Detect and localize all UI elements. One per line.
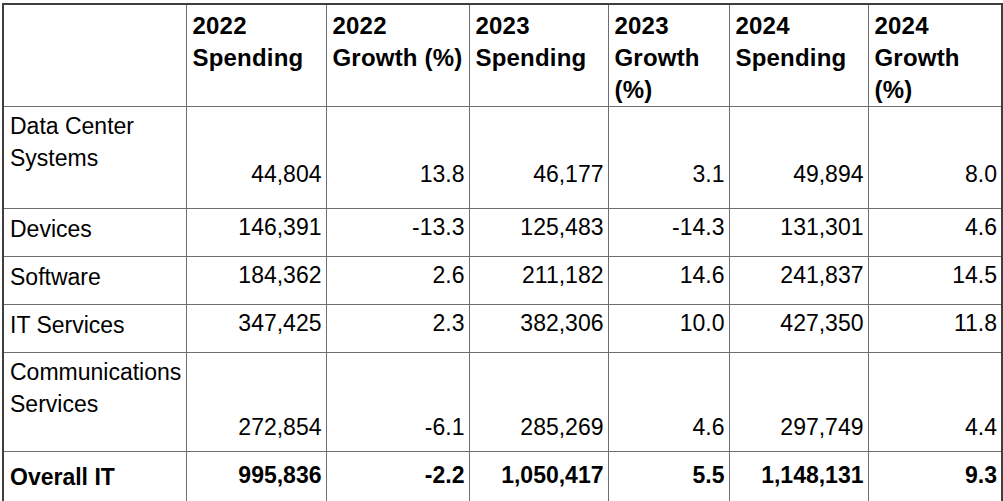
col-header-2024-growth: 2024 Growth (%)	[868, 4, 1002, 107]
it-spending-forecast-table: 2022 Spending 2022 Growth (%) 2023 Spend…	[2, 3, 1003, 501]
col-header-metric: Spending	[476, 42, 606, 74]
cell: 8.0	[868, 107, 1002, 209]
col-header-metric: Spending	[736, 42, 866, 74]
col-header-metric: Growth (%)	[333, 42, 467, 74]
cell: 131,301	[729, 209, 868, 257]
cell: 211,182	[469, 257, 608, 305]
header-row: 2022 Spending 2022 Growth (%) 2023 Spend…	[3, 4, 1002, 107]
page: 2022 Spending 2022 Growth (%) 2023 Spend…	[0, 0, 1003, 501]
cell: 11.8	[868, 305, 1002, 353]
table-row-data-center-systems: Data Center Systems 44,804 13.8 46,177 3…	[3, 107, 1002, 209]
cell: 10.0	[608, 305, 729, 353]
corner-cell	[3, 4, 186, 107]
cell: -14.3	[608, 209, 729, 257]
cell: 427,350	[729, 305, 868, 353]
col-header-2024-spending: 2024 Spending	[729, 4, 868, 107]
cell: 285,269	[469, 353, 608, 452]
cell: 49,894	[729, 107, 868, 209]
cell: 4.4	[868, 353, 1002, 452]
cell: 14.6	[608, 257, 729, 305]
table-row-communications-services: Communications Services 272,854 -6.1 285…	[3, 353, 1002, 452]
col-header-2023-spending: 2023 Spending	[469, 4, 608, 107]
cell: 125,483	[469, 209, 608, 257]
row-label: Communications Services	[3, 353, 186, 452]
row-label: Devices	[3, 209, 186, 257]
cell: 1,148,131	[729, 452, 868, 501]
table-row-it-services: IT Services 347,425 2.3 382,306 10.0 427…	[3, 305, 1002, 353]
cell: 9.3	[868, 452, 1002, 501]
cell: 382,306	[469, 305, 608, 353]
col-header-metric: Growth (%)	[615, 42, 727, 106]
cell: 4.6	[868, 209, 1002, 257]
col-header-year: 2023	[615, 10, 727, 42]
cell: 1,050,417	[469, 452, 608, 501]
cell: 2.6	[326, 257, 469, 305]
col-header-year: 2024	[736, 10, 866, 42]
cell: 146,391	[186, 209, 326, 257]
col-header-metric: Growth (%)	[875, 42, 1000, 106]
cell: -2.2	[326, 452, 469, 501]
col-header-2023-growth: 2023 Growth (%)	[608, 4, 729, 107]
col-header-year: 2022	[333, 10, 467, 42]
col-header-year: 2023	[476, 10, 606, 42]
cell: 14.5	[868, 257, 1002, 305]
col-header-2022-growth: 2022 Growth (%)	[326, 4, 469, 107]
row-label: IT Services	[3, 305, 186, 353]
cell: 347,425	[186, 305, 326, 353]
cell: 995,836	[186, 452, 326, 501]
cell: 2.3	[326, 305, 469, 353]
row-label: Software	[3, 257, 186, 305]
cell: 46,177	[469, 107, 608, 209]
cell: 44,804	[186, 107, 326, 209]
col-header-metric: Spending	[193, 42, 324, 74]
row-label: Overall IT	[3, 452, 186, 501]
cell: 184,362	[186, 257, 326, 305]
cell: 241,837	[729, 257, 868, 305]
cell: 4.6	[608, 353, 729, 452]
table-row-software: Software 184,362 2.6 211,182 14.6 241,83…	[3, 257, 1002, 305]
col-header-year: 2022	[193, 10, 324, 42]
cell: -13.3	[326, 209, 469, 257]
table-row-overall-it-total: Overall IT 995,836 -2.2 1,050,417 5.5 1,…	[3, 452, 1002, 501]
table-row-devices: Devices 146,391 -13.3 125,483 -14.3 131,…	[3, 209, 1002, 257]
col-header-2022-spending: 2022 Spending	[186, 4, 326, 107]
cell: 297,749	[729, 353, 868, 452]
col-header-year: 2024	[875, 10, 1000, 42]
row-label: Data Center Systems	[3, 107, 186, 209]
cell: -6.1	[326, 353, 469, 452]
cell: 5.5	[608, 452, 729, 501]
cell: 3.1	[608, 107, 729, 209]
cell: 13.8	[326, 107, 469, 209]
cell: 272,854	[186, 353, 326, 452]
